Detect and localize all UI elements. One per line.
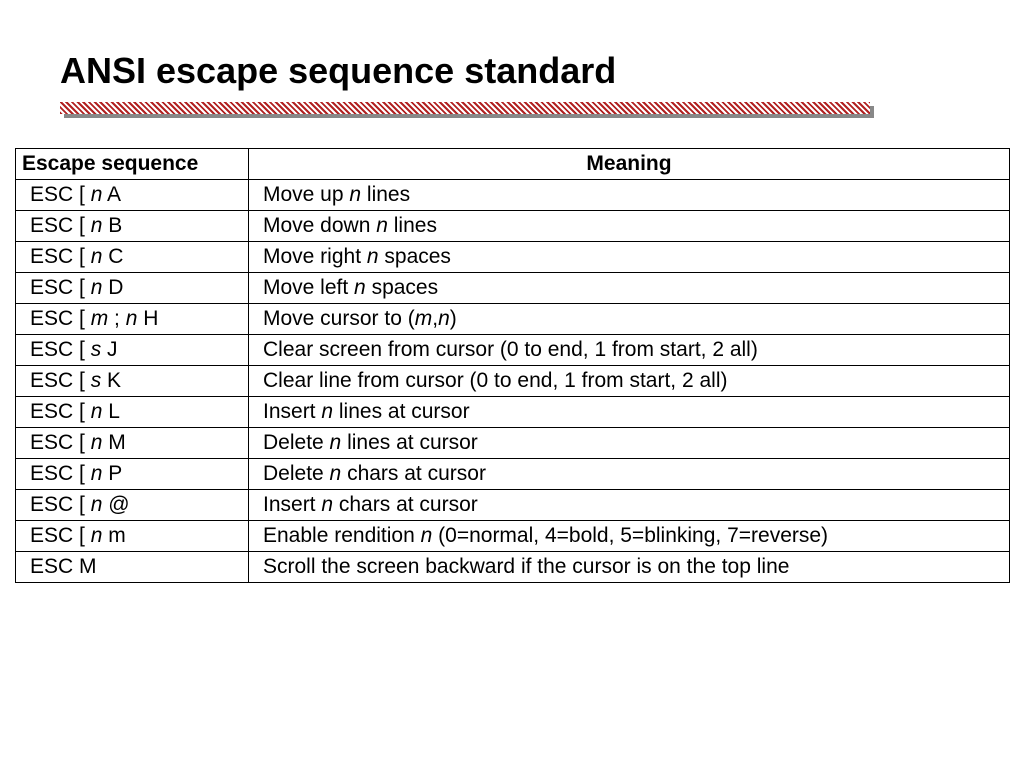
cell-escape-sequence: ESC [ n B <box>16 211 249 242</box>
cell-meaning: Move up n lines <box>249 180 1010 211</box>
cell-meaning: Move left n spaces <box>249 273 1010 304</box>
cell-meaning: Move cursor to (m,n) <box>249 304 1010 335</box>
table-row: ESC [ n MDelete n lines at cursor <box>16 428 1010 459</box>
cell-escape-sequence: ESC [ m ; n H <box>16 304 249 335</box>
cell-escape-sequence: ESC [ n A <box>16 180 249 211</box>
escape-sequence-table: Escape sequence Meaning ESC [ n AMove up… <box>15 148 1010 583</box>
table-row: ESC [ n BMove down n lines <box>16 211 1010 242</box>
cell-escape-sequence: ESC [ n D <box>16 273 249 304</box>
header-escape-sequence: Escape sequence <box>16 149 249 180</box>
cell-escape-sequence: ESC [ n M <box>16 428 249 459</box>
cell-meaning: Delete n chars at cursor <box>249 459 1010 490</box>
cell-meaning: Enable rendition n (0=normal, 4=bold, 5=… <box>249 521 1010 552</box>
cell-escape-sequence: ESC [ n P <box>16 459 249 490</box>
cell-meaning: Move down n lines <box>249 211 1010 242</box>
cell-escape-sequence: ESC [ s J <box>16 335 249 366</box>
table-row: ESC [ n PDelete n chars at cursor <box>16 459 1010 490</box>
cell-meaning: Scroll the screen backward if the cursor… <box>249 552 1010 583</box>
cell-meaning: Clear screen from cursor (0 to end, 1 fr… <box>249 335 1010 366</box>
table-row: ESC [ n CMove right n spaces <box>16 242 1010 273</box>
cell-meaning: Insert n chars at cursor <box>249 490 1010 521</box>
table-header-row: Escape sequence Meaning <box>16 149 1010 180</box>
cell-escape-sequence: ESC [ n m <box>16 521 249 552</box>
table-row: ESC [ m ; n HMove cursor to (m,n) <box>16 304 1010 335</box>
cell-escape-sequence: ESC [ n C <box>16 242 249 273</box>
cell-escape-sequence: ESC M <box>16 552 249 583</box>
table-row: ESC [ s KClear line from cursor (0 to en… <box>16 366 1010 397</box>
cell-meaning: Move right n spaces <box>249 242 1010 273</box>
table-row: ESC [ n AMove up n lines <box>16 180 1010 211</box>
cell-escape-sequence: ESC [ s K <box>16 366 249 397</box>
title-divider <box>60 102 870 118</box>
table-row: ESC [ n @Insert n chars at cursor <box>16 490 1010 521</box>
table-row: ESC [ n mEnable rendition n (0=normal, 4… <box>16 521 1010 552</box>
table-row: ESC [ n DMove left n spaces <box>16 273 1010 304</box>
cell-meaning: Delete n lines at cursor <box>249 428 1010 459</box>
cell-escape-sequence: ESC [ n @ <box>16 490 249 521</box>
cell-meaning: Insert n lines at cursor <box>249 397 1010 428</box>
cell-escape-sequence: ESC [ n L <box>16 397 249 428</box>
table-row: ESC [ n LInsert n lines at cursor <box>16 397 1010 428</box>
table-row: ESC MScroll the screen backward if the c… <box>16 552 1010 583</box>
cell-meaning: Clear line from cursor (0 to end, 1 from… <box>249 366 1010 397</box>
table-row: ESC [ s JClear screen from cursor (0 to … <box>16 335 1010 366</box>
slide-title: ANSI escape sequence standard <box>60 50 1009 92</box>
header-meaning: Meaning <box>249 149 1010 180</box>
